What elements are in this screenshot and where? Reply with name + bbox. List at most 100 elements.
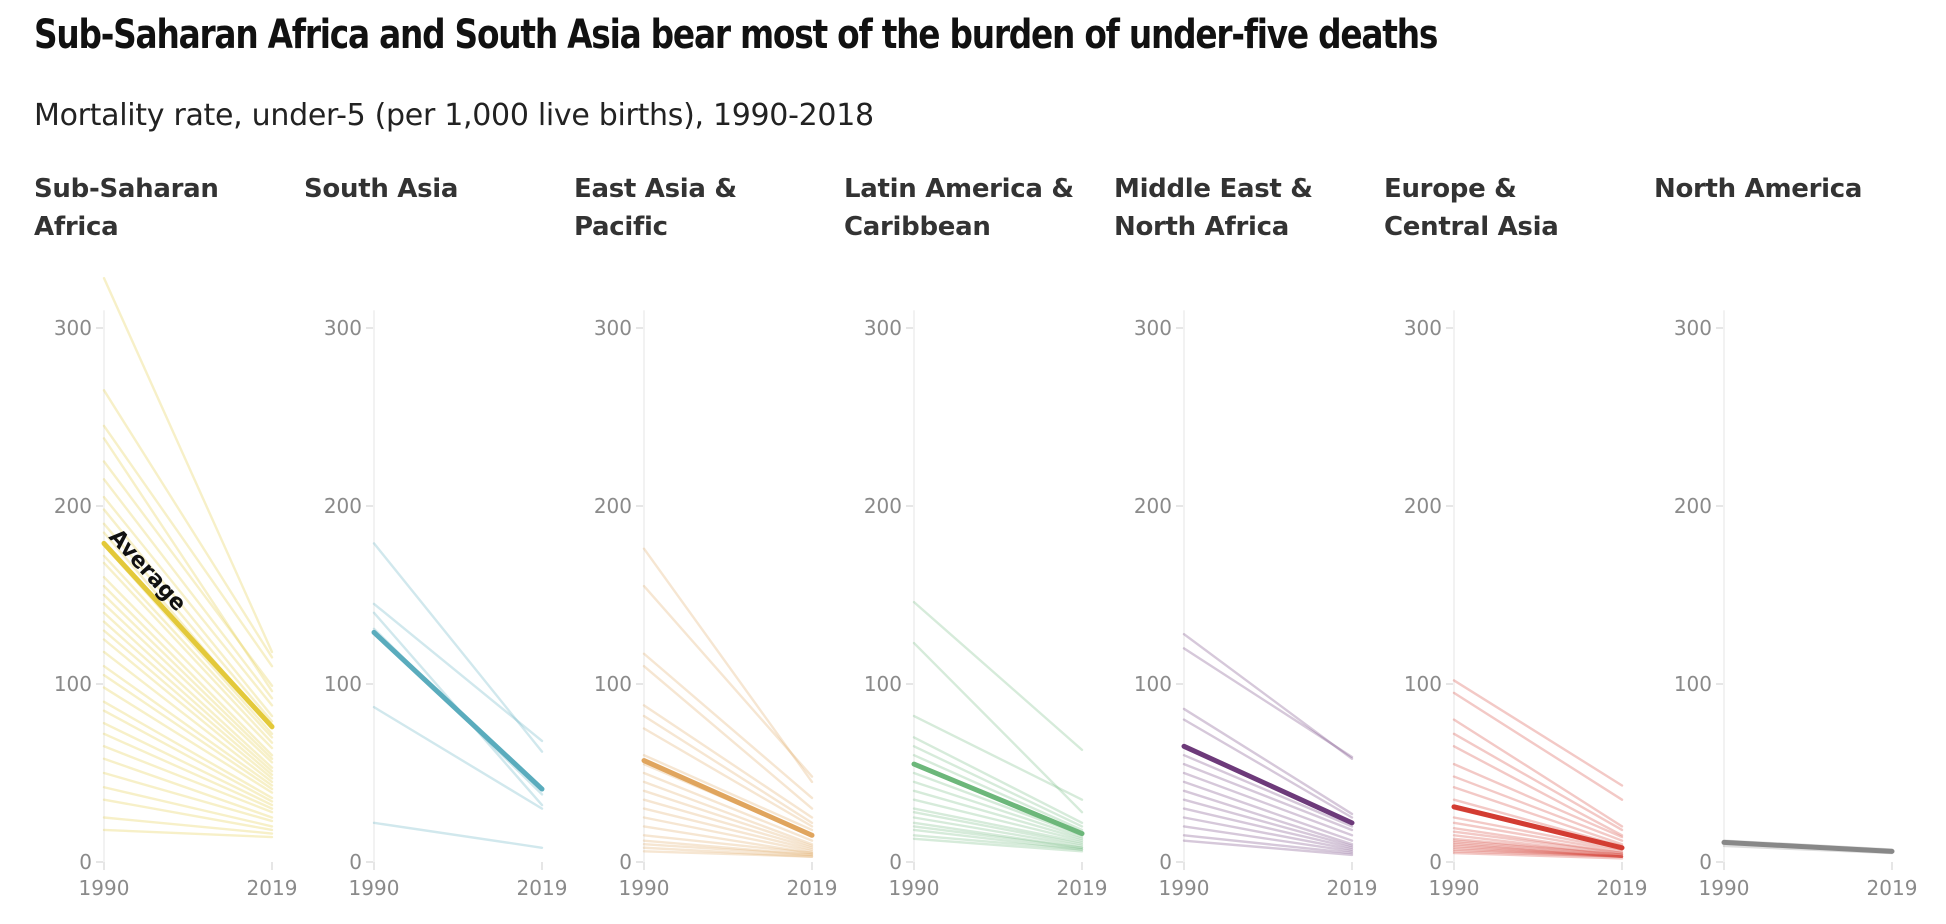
- country-line: [102, 638, 274, 780]
- country-line: [102, 576, 274, 750]
- country-line: [642, 780, 814, 846]
- y-tick-label: 0: [1159, 850, 1172, 874]
- country-line: [102, 686, 274, 794]
- country-line: [1452, 775, 1624, 842]
- y-tick-label: 100: [864, 672, 902, 696]
- y-tick-label: 100: [54, 672, 92, 696]
- panel-title-latin-america-caribbean: Latin America & Caribbean: [844, 170, 1094, 246]
- country-line: [642, 754, 814, 832]
- country-line: [1182, 707, 1354, 816]
- average-line: [1451, 804, 1625, 851]
- country-line: [1182, 771, 1354, 837]
- panel-title-line: North Africa: [1114, 212, 1289, 242]
- x-tick-label: 1990: [1159, 876, 1210, 900]
- country-line: [1452, 732, 1624, 832]
- panel-title-line: North America: [1654, 174, 1863, 204]
- country-line: [102, 629, 274, 776]
- panel-latin-america-caribbean: 0 100 200 300 1990 2019: [864, 310, 1108, 900]
- average-line: [641, 758, 815, 838]
- panel-title-line: Middle East &: [1114, 174, 1313, 204]
- y-tick-label: 200: [1404, 494, 1442, 518]
- country-line: [912, 771, 1084, 837]
- country-line: [912, 745, 1084, 828]
- panel-title-line: Europe &: [1384, 174, 1517, 204]
- country-line: [102, 611, 274, 769]
- country-line: [372, 705, 544, 810]
- country-line: [102, 665, 274, 787]
- country-line: [102, 732, 274, 810]
- country-line: [102, 798, 274, 832]
- country-line: [642, 807, 814, 851]
- country-line: [1182, 762, 1354, 832]
- y-tick-label: 100: [594, 672, 632, 696]
- country-line: [642, 798, 814, 849]
- y-tick-label: 300: [864, 316, 902, 340]
- country-line: [1452, 850, 1624, 858]
- country-line: [1182, 718, 1354, 819]
- country-line: [1182, 816, 1354, 851]
- country-line: [642, 547, 814, 784]
- country-line: [372, 542, 544, 753]
- country-line: [642, 825, 814, 855]
- country-line: [102, 424, 274, 668]
- y-tick-label: 0: [79, 850, 92, 874]
- y-tick-label: 100: [1134, 672, 1172, 696]
- country-line: [102, 828, 274, 839]
- country-line: [1182, 825, 1354, 853]
- panel-title-sub-saharan-africa: Sub-Saharan Africa: [34, 170, 284, 246]
- panel-title-line: East Asia &: [574, 174, 737, 204]
- y-tick-label: 0: [889, 850, 902, 874]
- y-tick-label: 200: [324, 494, 362, 518]
- country-line: [1182, 798, 1354, 848]
- country-line: [1182, 839, 1354, 857]
- country-line: [642, 834, 814, 855]
- x-tick-label: 1990: [889, 876, 940, 900]
- x-tick-label: 2019: [787, 876, 838, 900]
- country-line: [1452, 843, 1624, 858]
- country-line: [642, 704, 814, 819]
- country-line: [102, 478, 274, 700]
- panel-south-asia: 0 100 200 300 1990 2019: [324, 310, 568, 900]
- country-line: [102, 745, 274, 814]
- country-line: [912, 641, 1084, 814]
- country-line: [1452, 841, 1624, 858]
- panel-east-asia-pacific: 0 100 200 300 1990 2019: [594, 310, 838, 900]
- x-tick-label: 2019: [517, 876, 568, 900]
- country-line: [912, 736, 1084, 825]
- country-line: [642, 789, 814, 848]
- panel-title-line: Sub-Saharan: [34, 174, 219, 204]
- country-line: [1452, 745, 1624, 837]
- country-line: [102, 522, 274, 723]
- country-line: [642, 816, 814, 853]
- panel-title-line: Africa: [34, 212, 119, 242]
- country-line: [1182, 834, 1354, 855]
- y-tick-label: 200: [864, 494, 902, 518]
- country-line: [372, 821, 544, 849]
- panel-title-line: Central Asia: [1384, 212, 1559, 242]
- country-line: [102, 757, 274, 819]
- country-line: [642, 771, 814, 842]
- country-line: [642, 584, 814, 778]
- y-tick-label: 0: [349, 850, 362, 874]
- country-line: [1182, 780, 1354, 842]
- country-line: [102, 495, 274, 707]
- country-line: [912, 828, 1084, 851]
- country-line: [1452, 679, 1624, 787]
- panel-title-line: Pacific: [574, 212, 668, 242]
- x-tick-label: 2019: [1057, 876, 1108, 900]
- country-line: [912, 714, 1084, 801]
- panel-title-europe-central-asia: Europe & Central Asia: [1384, 170, 1634, 246]
- x-tick-label: 1990: [79, 876, 130, 900]
- x-tick-label: 1990: [619, 876, 670, 900]
- country-line: [102, 650, 274, 784]
- country-line: [1182, 807, 1354, 849]
- x-tick-label: 2019: [1327, 876, 1378, 900]
- country-line: [102, 460, 274, 687]
- y-tick-label: 100: [324, 672, 362, 696]
- country-line: [1452, 762, 1624, 839]
- country-line: [912, 837, 1084, 853]
- panel-title-line: Caribbean: [844, 212, 991, 242]
- y-tick-label: 200: [1134, 494, 1172, 518]
- y-tick-label: 300: [324, 316, 362, 340]
- y-tick-label: 200: [1674, 494, 1712, 518]
